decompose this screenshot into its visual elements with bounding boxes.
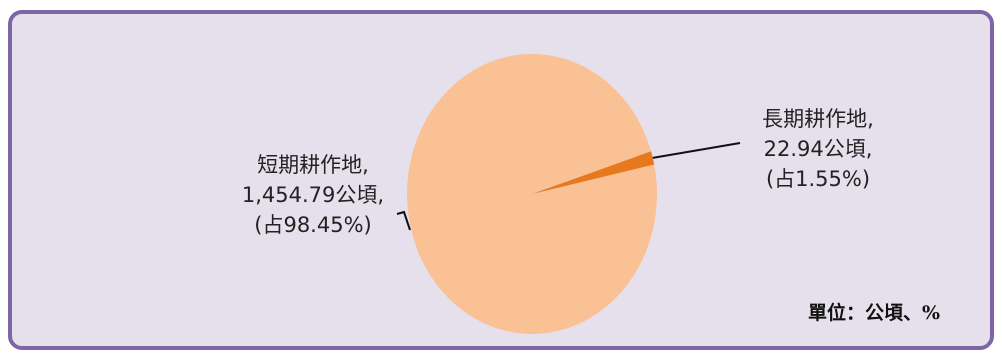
percent-label-short-term: (占98.45%) xyxy=(254,213,372,237)
data-label-short-term: 短期耕作地, 1,454.79公頃, (占98.45%) xyxy=(228,150,398,240)
pie-slice-short-term xyxy=(406,53,657,334)
leader-line-long-term xyxy=(652,142,741,159)
category-label-long-term: 長期耕作地, xyxy=(762,107,874,131)
category-label-short-term: 短期耕作地, xyxy=(257,153,369,177)
value-label-long-term: 22.94公頃, xyxy=(763,137,873,161)
unit-note: 單位：公頃、% xyxy=(808,302,941,324)
leader-line-short-term xyxy=(396,210,411,231)
value-label-short-term: 1,454.79公頃, xyxy=(241,183,385,207)
pie-slice-long-term xyxy=(532,151,655,194)
data-label-long-term: 長期耕作地, 22.94公頃, (占1.55%) xyxy=(748,104,888,194)
percent-label-long-term: (占1.55%) xyxy=(765,167,871,191)
